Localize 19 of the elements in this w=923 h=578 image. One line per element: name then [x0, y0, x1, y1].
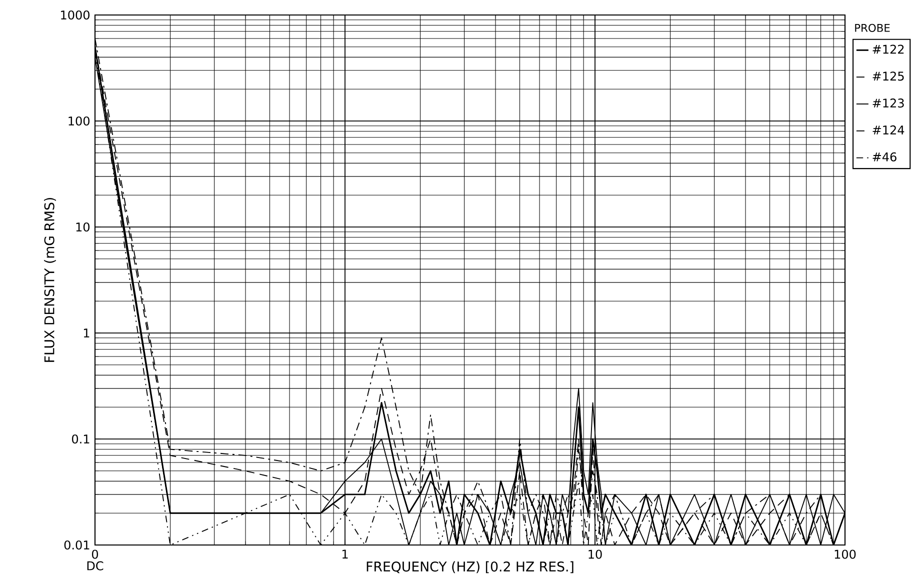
- x-tick-label: 0: [92, 550, 98, 559]
- y-tick-label: 10: [76, 222, 90, 232]
- legend-label: #122: [872, 44, 904, 54]
- x-tick-label: 100: [834, 550, 856, 559]
- y-tick-label: 1000: [61, 10, 90, 20]
- x-axis-title: FREQUENCY (HZ) [0.2 HZ RES.]: [366, 561, 574, 574]
- y-axis-title: FLUX DENSITY (mG RMS): [44, 198, 56, 362]
- legend-label: #124: [872, 125, 904, 134]
- x-tick-label: 10: [588, 550, 602, 559]
- y-tick-label: 0.1: [72, 434, 90, 444]
- legend-label: #46: [872, 152, 896, 162]
- x-tick-label: 1: [342, 550, 348, 558]
- y-tick-label: 1: [84, 328, 90, 338]
- text: DC: [87, 561, 104, 570]
- y-tick-label: 100: [68, 116, 90, 126]
- legend-label: #123: [872, 98, 904, 108]
- y-tick-label: 0.01: [64, 540, 90, 550]
- legend-label: #125: [872, 72, 904, 81]
- legend-title: PROBE: [855, 24, 890, 32]
